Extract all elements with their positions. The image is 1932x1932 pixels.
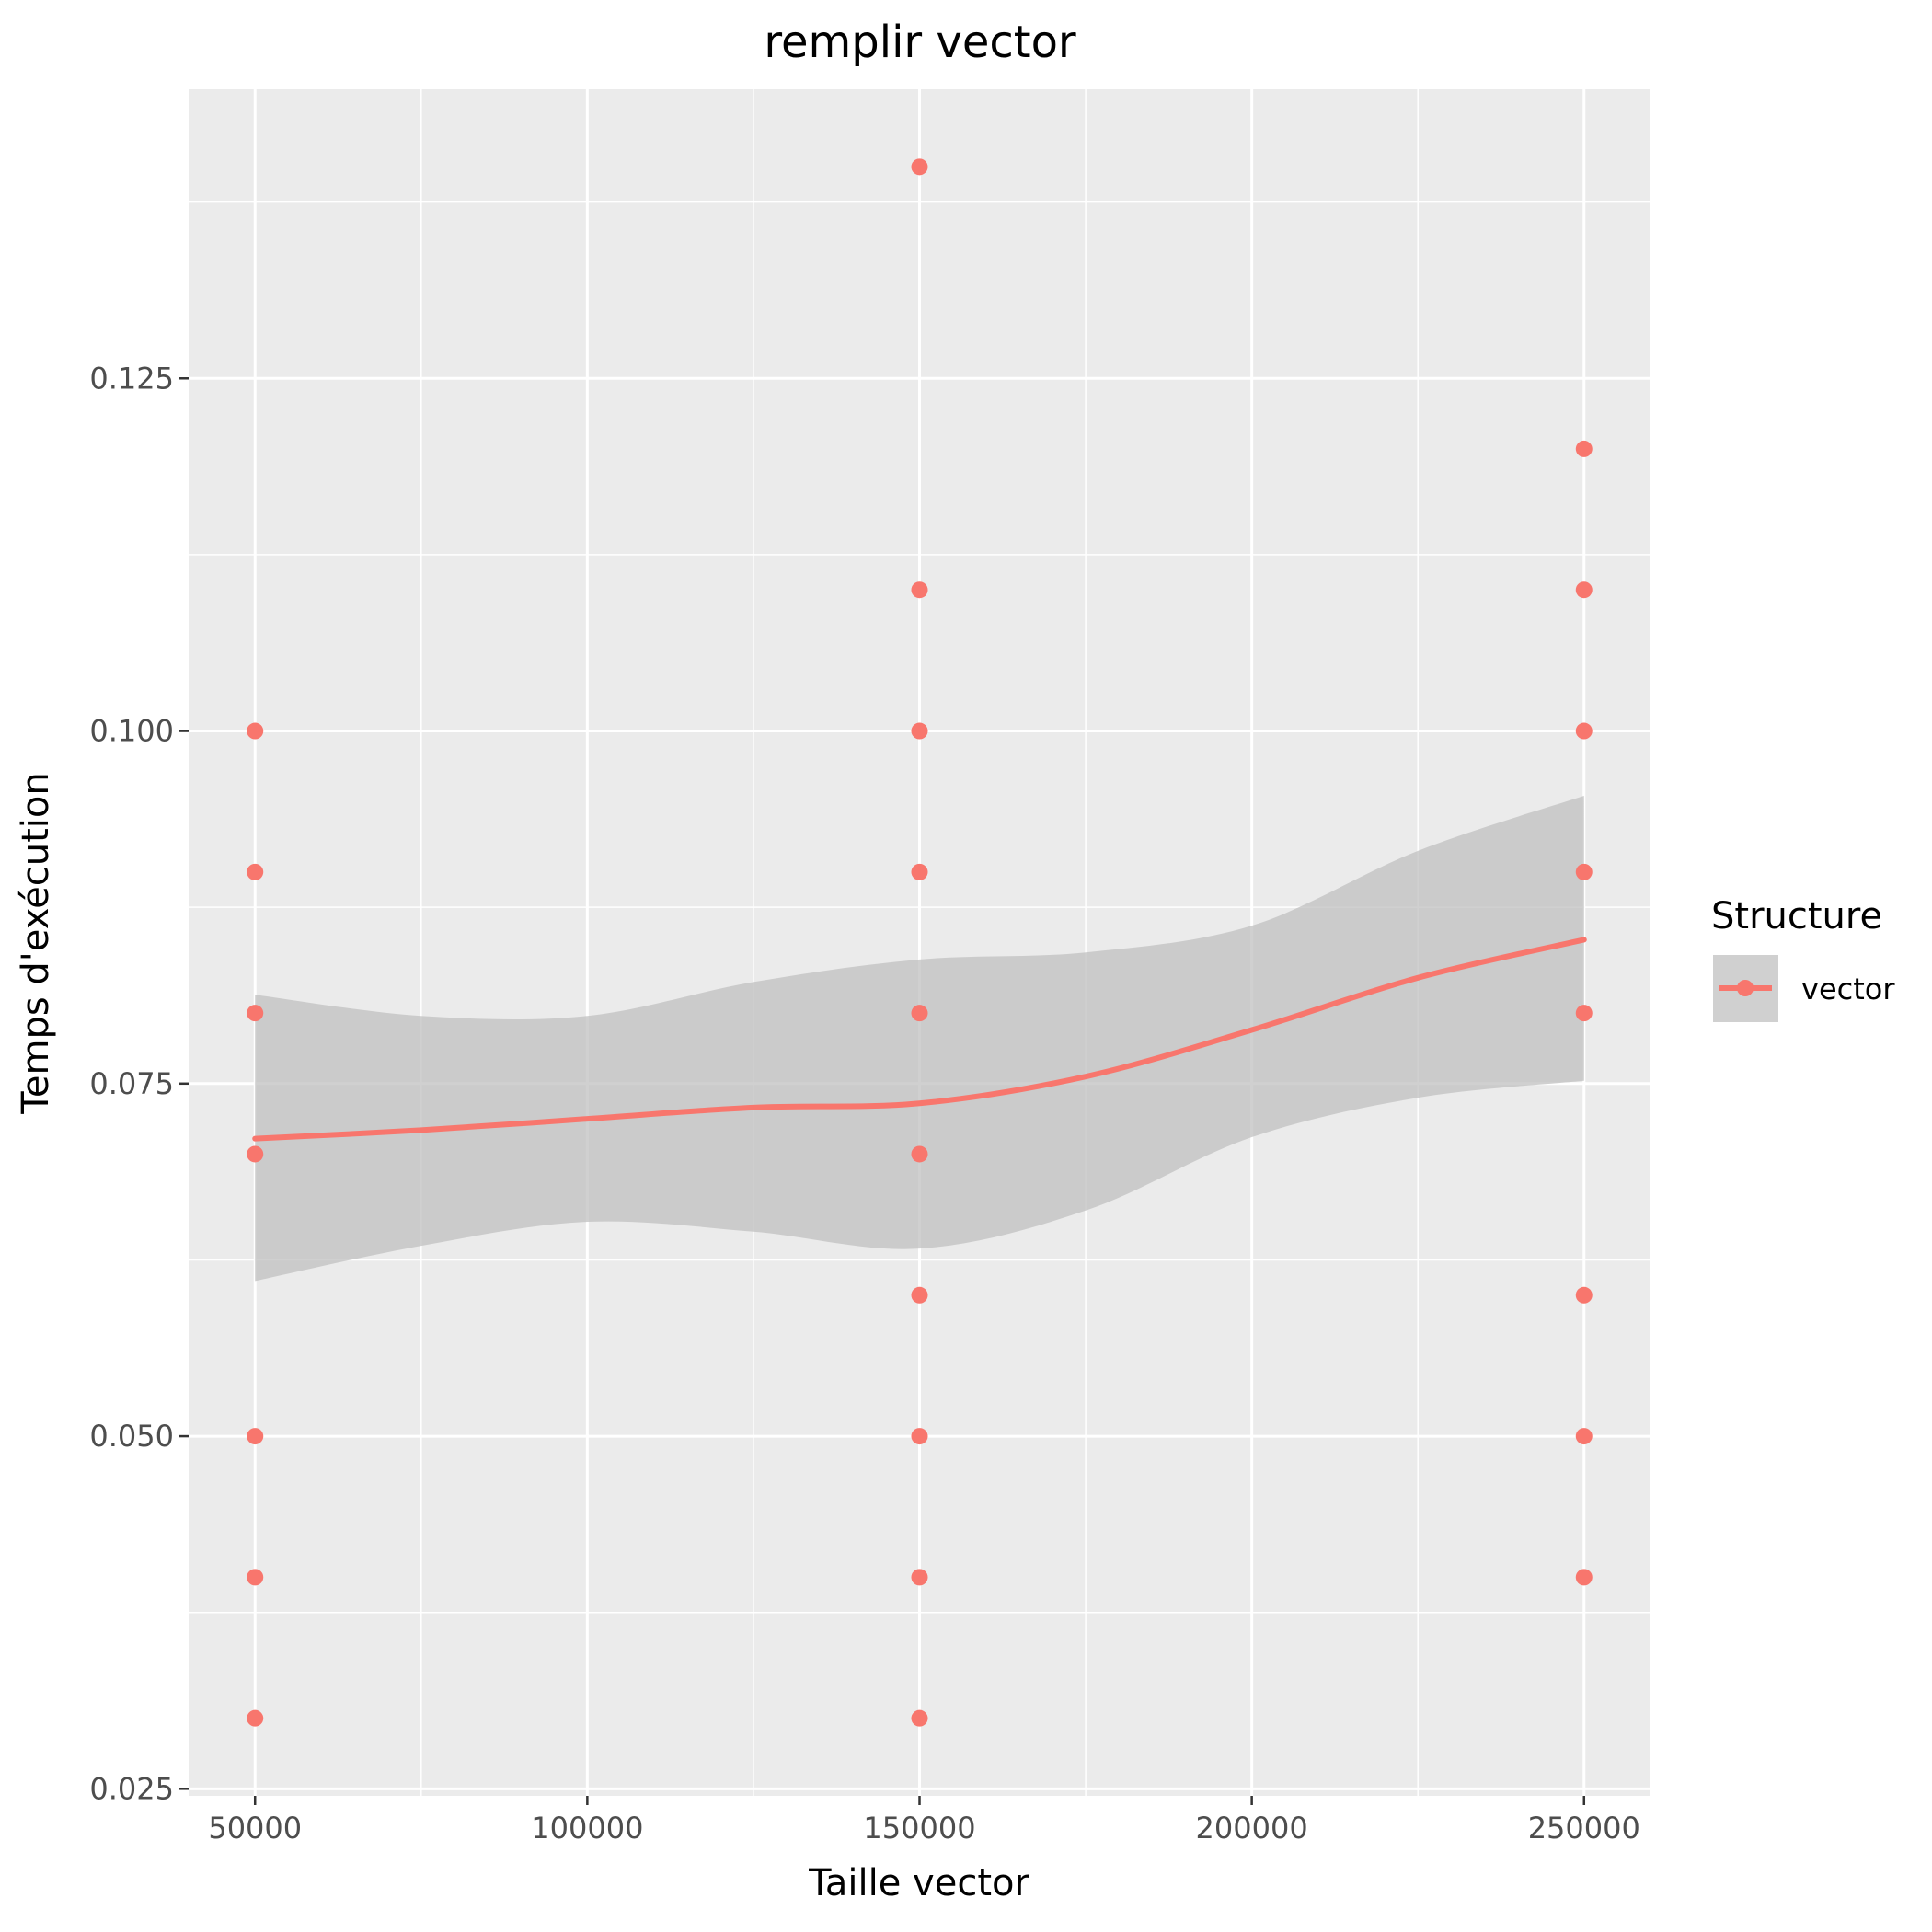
legend: Structure vector [1711, 895, 1895, 1022]
data-point [247, 1569, 264, 1586]
data-point [911, 1569, 928, 1586]
smooth-line [252, 937, 1587, 1142]
data-point [911, 581, 928, 599]
data-point [911, 1428, 928, 1445]
data-point [1575, 581, 1593, 599]
legend-title: Structure [1711, 895, 1882, 937]
data-point [911, 1005, 928, 1022]
data-point [1575, 722, 1593, 740]
y-tick-label: 0.025 [89, 1771, 174, 1806]
y-tick-label: 0.075 [89, 1066, 174, 1101]
y-tick-label: 0.100 [89, 714, 174, 749]
data-points [247, 158, 1593, 1727]
data-point [247, 1709, 264, 1727]
data-point [1575, 1428, 1593, 1445]
data-point [1575, 1005, 1593, 1022]
data-point [1575, 863, 1593, 880]
legend-item-vector: vector [1713, 955, 1895, 1022]
legend-label: vector [1801, 972, 1895, 1006]
x-tick-label: 100000 [531, 1811, 643, 1846]
x-tick-label: 200000 [1196, 1811, 1308, 1846]
data-point [911, 158, 928, 176]
y-axis: 0.025 0.050 0.075 0.100 0.125 [89, 361, 189, 1806]
data-point [247, 1005, 264, 1022]
x-axis-title: Taille vector [808, 1862, 1029, 1904]
data-point [247, 1145, 264, 1163]
data-point [247, 863, 264, 880]
y-axis-title: Temps d'exécution [15, 772, 57, 1114]
y-tick-label: 0.050 [89, 1419, 174, 1454]
data-point [247, 1428, 264, 1445]
x-tick-label: 150000 [863, 1811, 975, 1846]
data-point [911, 722, 928, 740]
plot-panel [189, 89, 1650, 1796]
data-point [911, 1145, 928, 1163]
x-axis: 50000 100000 150000 200000 250000 [208, 1796, 1640, 1846]
data-point [911, 863, 928, 880]
data-point [247, 722, 264, 740]
data-point [1575, 440, 1593, 457]
data-point [911, 1709, 928, 1727]
data-point [911, 1286, 928, 1304]
data-point [1575, 1569, 1593, 1586]
chart-title: remplir vector [764, 17, 1076, 68]
x-tick-label: 250000 [1528, 1811, 1640, 1846]
legend-key-point [1737, 980, 1754, 996]
y-tick-label: 0.125 [89, 361, 174, 396]
data-point [1575, 1286, 1593, 1304]
x-tick-label: 50000 [208, 1811, 302, 1846]
confidence-ribbon [255, 796, 1584, 1282]
